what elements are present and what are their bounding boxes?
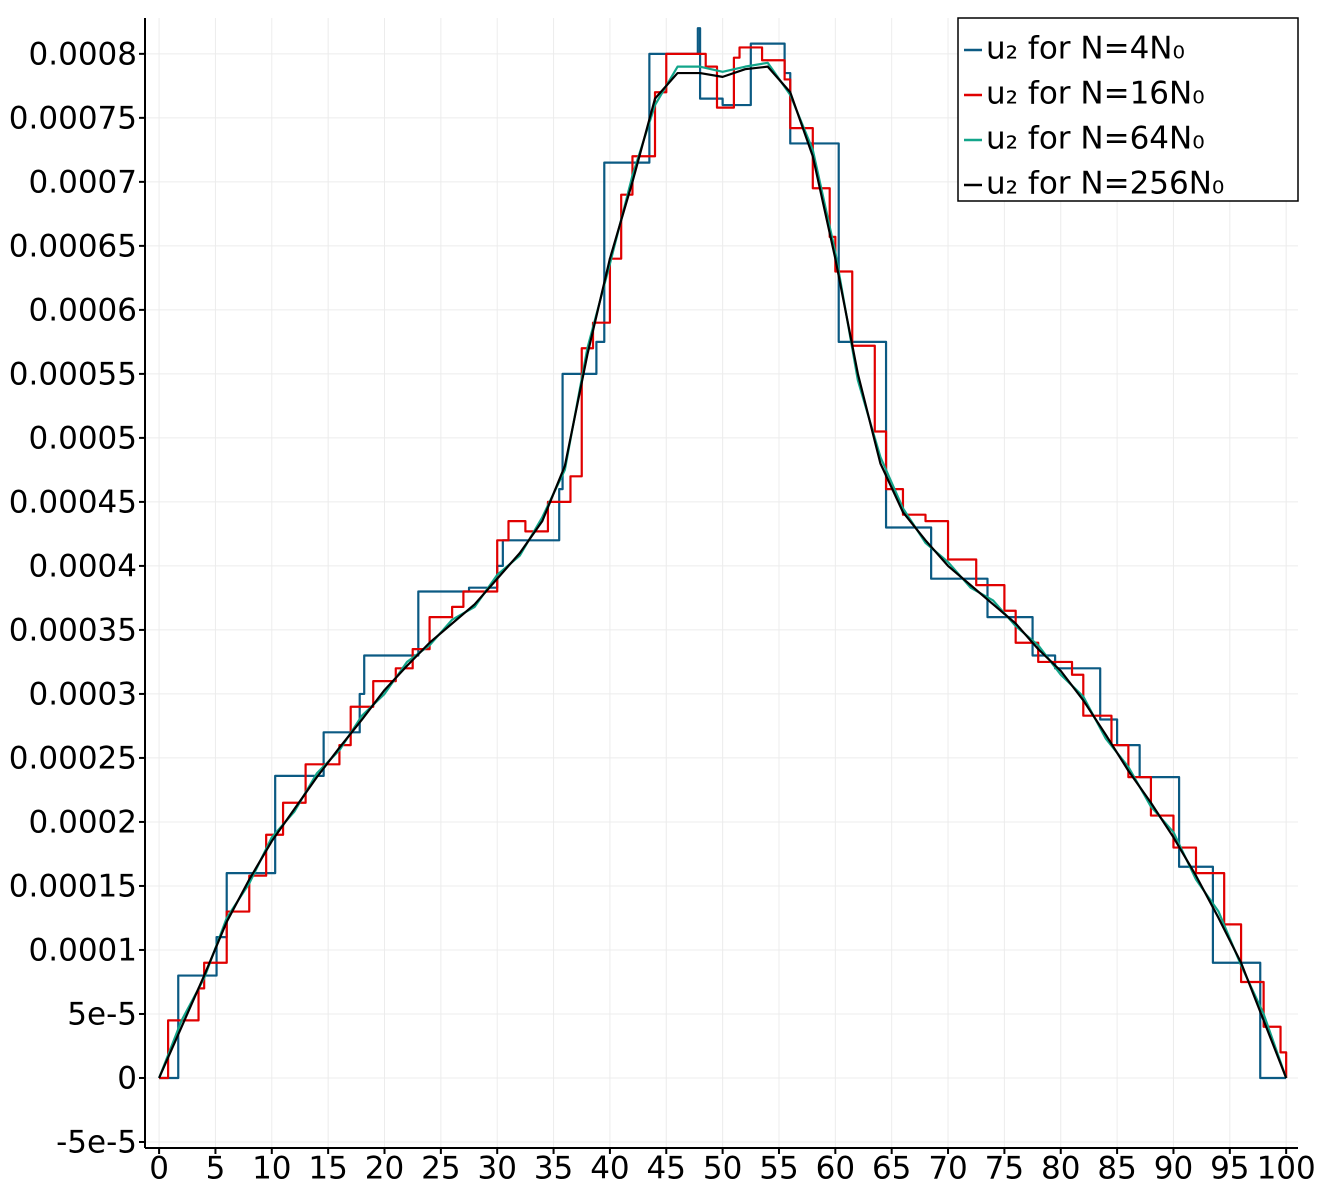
x-tick-label: 100 [1257, 1151, 1316, 1187]
x-tick-label: 85 [1097, 1151, 1136, 1187]
y-tick-label: 0.0002 [29, 804, 137, 840]
x-tick-label: 45 [647, 1151, 686, 1187]
x-tick-label: 95 [1210, 1151, 1249, 1187]
legend-label: u₂ for N=16N₀ [986, 76, 1205, 112]
x-tick-label: 5 [206, 1151, 226, 1187]
series-line [159, 46, 1288, 1080]
y-tick-label: 0 [117, 1060, 137, 1096]
x-tick-label: 80 [1041, 1151, 1080, 1187]
y-tick-label: 0.0007 [29, 164, 137, 200]
y-tick-label: 0.0004 [29, 548, 137, 584]
y-tick-label: 0.0005 [29, 420, 137, 456]
x-tick-label: 30 [477, 1151, 516, 1187]
series-line [158, 65, 1288, 1079]
x-tick-label: 35 [534, 1151, 573, 1187]
x-tick-label: 0 [149, 1151, 169, 1187]
x-tick-label: 50 [703, 1151, 742, 1187]
x-tick-label: 10 [252, 1151, 291, 1187]
y-tick-label: 0.00035 [9, 612, 137, 648]
y-tick-label: 0.00075 [9, 100, 137, 136]
legend-label: u₂ for N=4N₀ [986, 31, 1185, 67]
legend-label: u₂ for N=256N₀ [986, 166, 1224, 202]
y-tick-label: -5e-5 [56, 1124, 137, 1160]
x-tick-label: 55 [759, 1151, 798, 1187]
y-tick-label: 0.00055 [9, 356, 137, 392]
x-tick-label: 90 [1154, 1151, 1193, 1187]
y-tick-label: 0.0001 [29, 932, 137, 968]
legend-box [957, 17, 1299, 202]
y-tick-label: 0.00025 [9, 740, 137, 776]
y-tick-label: 0.00065 [9, 228, 137, 264]
y-tick-label: 5e-5 [67, 996, 137, 1032]
x-tick-label: 40 [590, 1151, 629, 1187]
y-tick-label: 0.00045 [9, 484, 137, 520]
x-tick-label: 70 [928, 1151, 967, 1187]
legend-label: u₂ for N=64N₀ [986, 121, 1205, 157]
y-tick-label: 0.00015 [9, 868, 137, 904]
x-tick-label: 75 [985, 1151, 1024, 1187]
x-tick-label: 15 [308, 1151, 347, 1187]
y-tick-label: 0.0003 [29, 676, 137, 712]
x-tick-label: 20 [365, 1151, 404, 1187]
x-tick-label: 65 [872, 1151, 911, 1187]
x-tick-label: 60 [816, 1151, 855, 1187]
x-tick-label: 25 [421, 1151, 460, 1187]
legend: u₂ for N=4N₀ u₂ for N=16N₀ u₂ for N=64N₀ u₂… [957, 17, 1299, 202]
y-tick-label: 0.0008 [29, 36, 137, 72]
y-tick-label: 0.0006 [29, 292, 137, 328]
